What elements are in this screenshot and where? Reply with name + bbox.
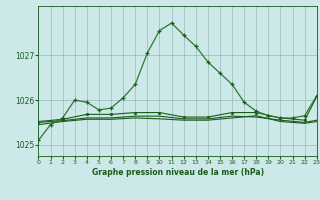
X-axis label: Graphe pression niveau de la mer (hPa): Graphe pression niveau de la mer (hPa) bbox=[92, 168, 264, 177]
